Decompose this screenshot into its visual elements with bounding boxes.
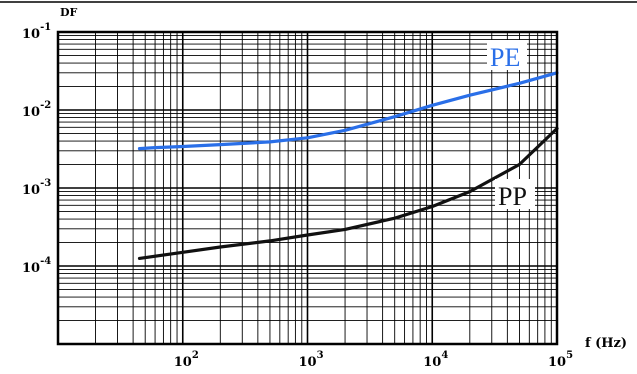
- series-lines: PE PP: [137, 40, 559, 260]
- y-tick-label: 10-4: [22, 256, 51, 276]
- y-tick-label: 10-3: [22, 178, 51, 198]
- series-pp-label: PP: [498, 182, 527, 211]
- x-axis-label: f (Hz): [585, 336, 627, 351]
- x-tick-label: 103: [299, 350, 324, 370]
- grid: [58, 32, 557, 344]
- tick-labels: 102 103 104 105 10-1 10-2 10-3 10-4: [22, 22, 573, 370]
- y-tick-label: 10-1: [22, 22, 51, 42]
- x-tick-label: 105: [548, 350, 573, 370]
- series-pe-label: PE: [490, 43, 520, 72]
- series-pe-label-bg: [487, 40, 527, 70]
- x-tick-label: 104: [423, 350, 448, 370]
- y-tick-label: 10-2: [22, 100, 51, 120]
- series-pp-line: [137, 126, 559, 260]
- y-axis-label: DF: [60, 6, 78, 19]
- series-pe-line: [137, 71, 559, 151]
- series-pp-label-bg: [495, 179, 535, 209]
- x-tick-label: 102: [174, 350, 199, 370]
- plot-frame: [56, 30, 559, 346]
